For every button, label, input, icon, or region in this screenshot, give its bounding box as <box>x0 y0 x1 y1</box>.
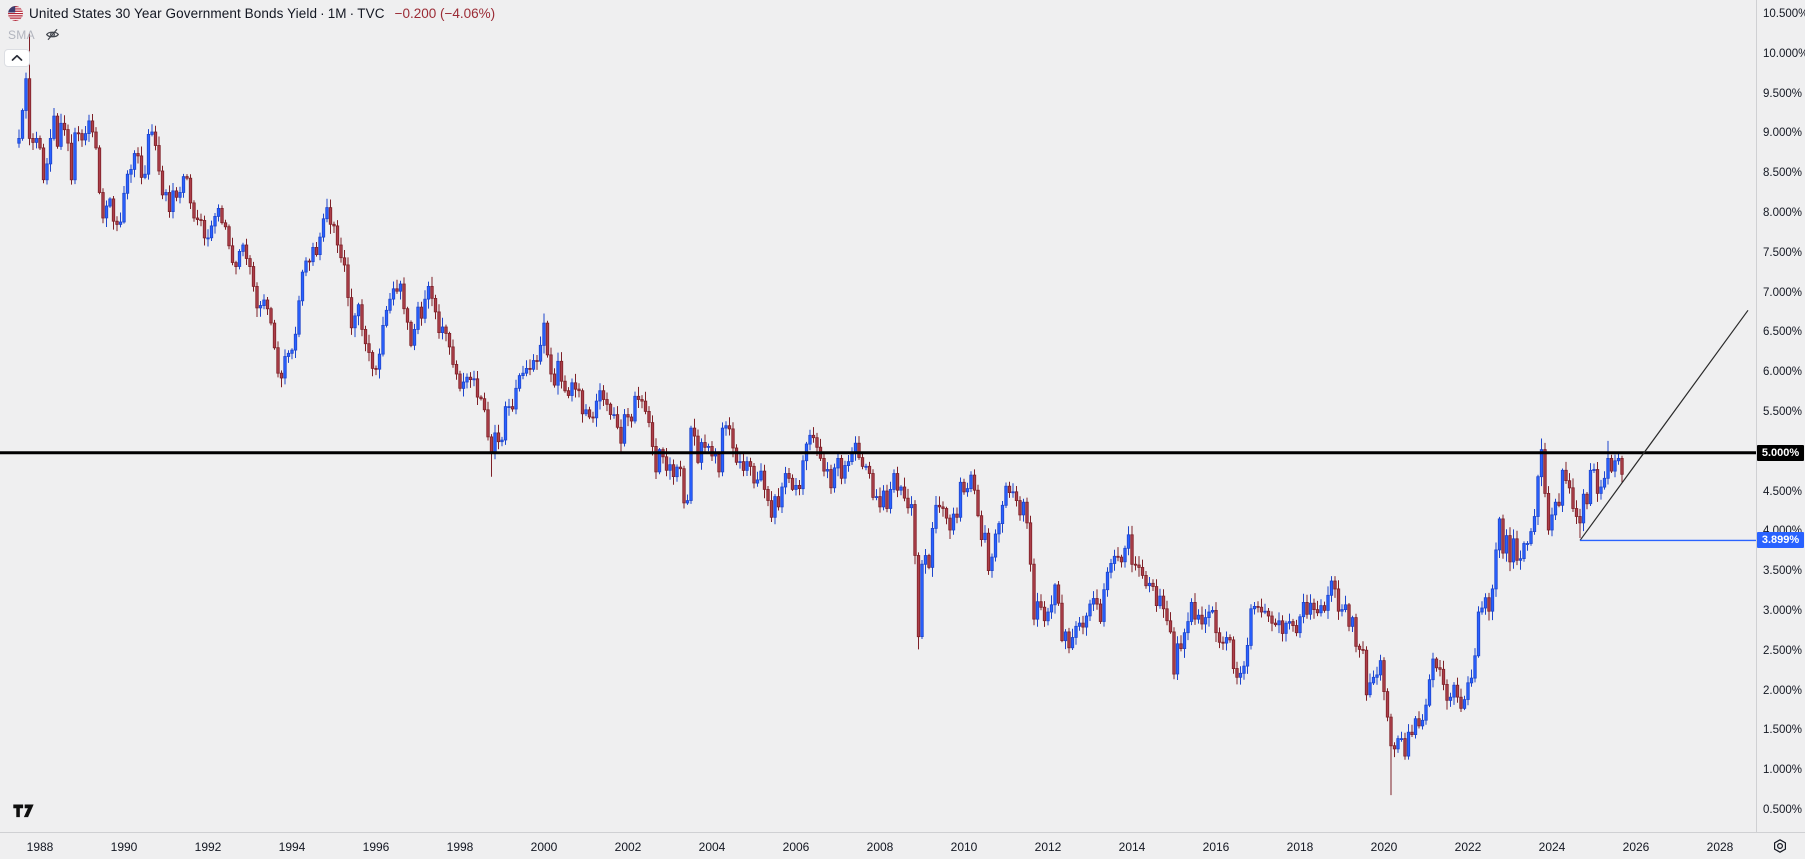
time-tick-label: 1996 <box>362 840 390 854</box>
time-tick-label: 1992 <box>194 840 222 854</box>
time-tick-label: 2026 <box>1622 840 1650 854</box>
axis-settings-gear-icon[interactable] <box>1773 839 1787 858</box>
price-tick-label: 2.500% <box>1763 644 1803 657</box>
collapse-legend-button[interactable] <box>4 49 30 67</box>
time-tick-label: 2002 <box>614 840 642 854</box>
price-tick-label: 1.000% <box>1763 764 1803 777</box>
time-tick-label: 2022 <box>1454 840 1482 854</box>
price-tick-label: 6.000% <box>1763 366 1803 379</box>
eye-off-icon[interactable] <box>44 26 61 43</box>
price-axis[interactable]: 10.500% 10.000% 9.500% 9.000% 8.500% 8.000% 7.… <box>1756 0 1805 832</box>
price-chart-pane[interactable] <box>0 0 1756 832</box>
symbol-name: United States 30 Year Government Bonds Y… <box>29 6 318 21</box>
price-tick-label: 10.500% <box>1763 8 1805 20</box>
price-tick-label: 0.500% <box>1763 804 1803 816</box>
indicator-legend: SMA <box>8 26 61 43</box>
price-tick-label: 7.500% <box>1763 246 1803 259</box>
time-tick-label: 1990 <box>110 840 138 854</box>
price-tick-label: 8.000% <box>1763 207 1803 219</box>
price-tick-label: 5.500% <box>1763 406 1803 418</box>
time-tick-label: 2018 <box>1286 840 1314 854</box>
exchange-code: TVC <box>357 6 385 21</box>
tradingview-logo[interactable] <box>13 804 36 823</box>
chevron-up-icon <box>11 54 23 61</box>
price-tick-label: 9.000% <box>1763 127 1803 140</box>
time-tick-label: 2010 <box>950 840 978 854</box>
symbol-legend: United States 30 Year Government Bonds Y… <box>8 6 495 21</box>
trend-line-drawing[interactable] <box>1579 309 1749 541</box>
time-tick-label: 2012 <box>1034 840 1062 854</box>
candlestick-series <box>17 33 1624 796</box>
price-tick-label: 2.000% <box>1763 684 1803 697</box>
time-tick-label: 2024 <box>1538 840 1566 854</box>
level-price-badge: 5.000% <box>1757 444 1804 461</box>
price-tick-label: 6.500% <box>1763 326 1803 339</box>
time-tick-label: 2014 <box>1118 840 1146 854</box>
us-flag-icon <box>8 6 23 21</box>
title-separator: · <box>320 6 325 21</box>
price-tick-label: 10.000% <box>1763 47 1805 60</box>
time-tick-label: 1998 <box>446 840 474 854</box>
time-tick-label: 1994 <box>278 840 306 854</box>
time-axis[interactable]: 1988 1990 1992 1994 1996 1998 2000 2002 2004 2006… <box>0 832 1805 859</box>
price-tick-label: 3.000% <box>1763 605 1803 617</box>
chart-interval: 1M <box>327 6 347 21</box>
price-tick-label: 4.500% <box>1763 485 1803 498</box>
time-tick-label: 2028 <box>1706 840 1734 854</box>
time-tick-label: 2006 <box>782 840 810 854</box>
time-tick-label: 2020 <box>1370 840 1398 854</box>
title-separator: · <box>349 6 355 21</box>
time-tick-label: 2016 <box>1202 840 1230 854</box>
price-change-value: −0.200 (−4.06%) <box>394 6 496 21</box>
price-tick-label: 1.500% <box>1763 724 1803 737</box>
time-tick-label: 1988 <box>26 840 54 854</box>
price-tick-label: 3.500% <box>1763 565 1803 578</box>
price-tick-label: 8.500% <box>1763 167 1803 180</box>
time-tick-label: 2000 <box>530 840 558 854</box>
time-tick-label: 2004 <box>698 840 726 854</box>
price-tick-label: 9.500% <box>1763 87 1803 100</box>
symbol-title[interactable]: United States 30 Year Government Bonds Y… <box>29 6 385 21</box>
time-tick-label: 2008 <box>866 840 894 854</box>
price-tick-label: 7.000% <box>1763 286 1803 299</box>
ray-price-badge: 3.899% <box>1757 532 1804 549</box>
sma-indicator-label[interactable]: SMA <box>8 27 35 42</box>
